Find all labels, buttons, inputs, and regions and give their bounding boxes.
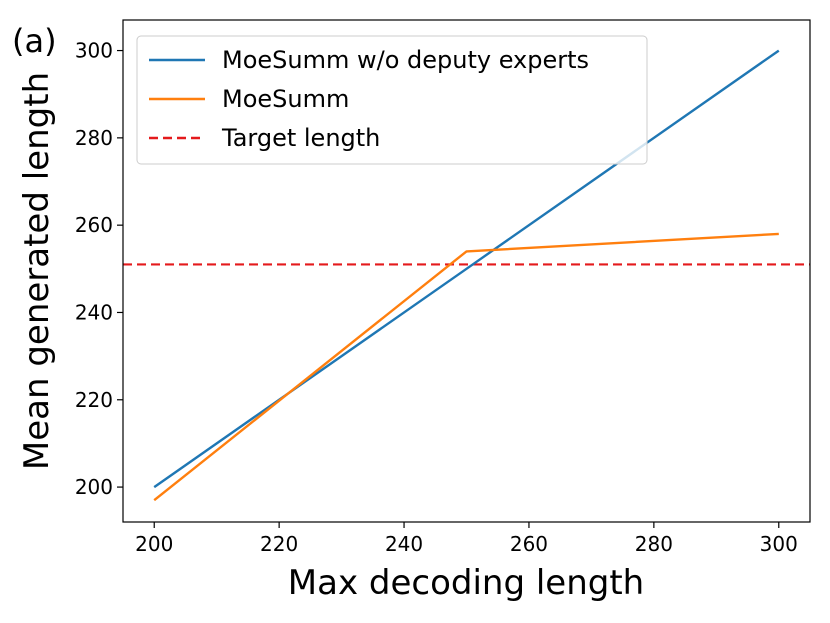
- y-tick-label: 280: [75, 126, 113, 150]
- y-tick-label: 300: [75, 39, 113, 63]
- y-tick-label: 240: [75, 300, 113, 324]
- y-axis-label: Mean generated length: [17, 72, 57, 470]
- y-tick-label: 260: [75, 213, 113, 237]
- plot-lines: [123, 49, 810, 502]
- x-tick-label: 200: [135, 532, 173, 556]
- y-tick-label: 220: [75, 388, 113, 412]
- x-tick-label: 300: [760, 532, 798, 556]
- y-tick-label: 200: [75, 475, 113, 499]
- legend-entries: MoeSumm w/o deputy experts MoeSumm Target …: [149, 46, 589, 152]
- plot-area-frame: [122, 19, 811, 523]
- x-tick-label: 240: [385, 532, 423, 556]
- x-axis-ticks: 200 220 240 260 280 300: [135, 522, 798, 556]
- series-line-without-deputy-experts: [153, 49, 780, 489]
- x-axis-label: Max decoding length: [288, 563, 644, 603]
- legend-box: [136, 35, 648, 165]
- x-tick-label: 260: [510, 532, 548, 556]
- legend-label: MoeSumm w/o deputy experts: [222, 46, 589, 74]
- y-axis-ticks: 200 220 240 260 280 300: [75, 39, 123, 499]
- legend-label: MoeSumm: [222, 85, 349, 113]
- x-tick-label: 280: [635, 532, 673, 556]
- series-line-moesumm: [153, 232, 779, 502]
- legend: MoeSumm w/o deputy experts MoeSumm Target …: [136, 35, 648, 165]
- x-tick-label: 220: [260, 532, 298, 556]
- panel-label: (a): [12, 22, 57, 60]
- legend-label: Target length: [221, 124, 380, 152]
